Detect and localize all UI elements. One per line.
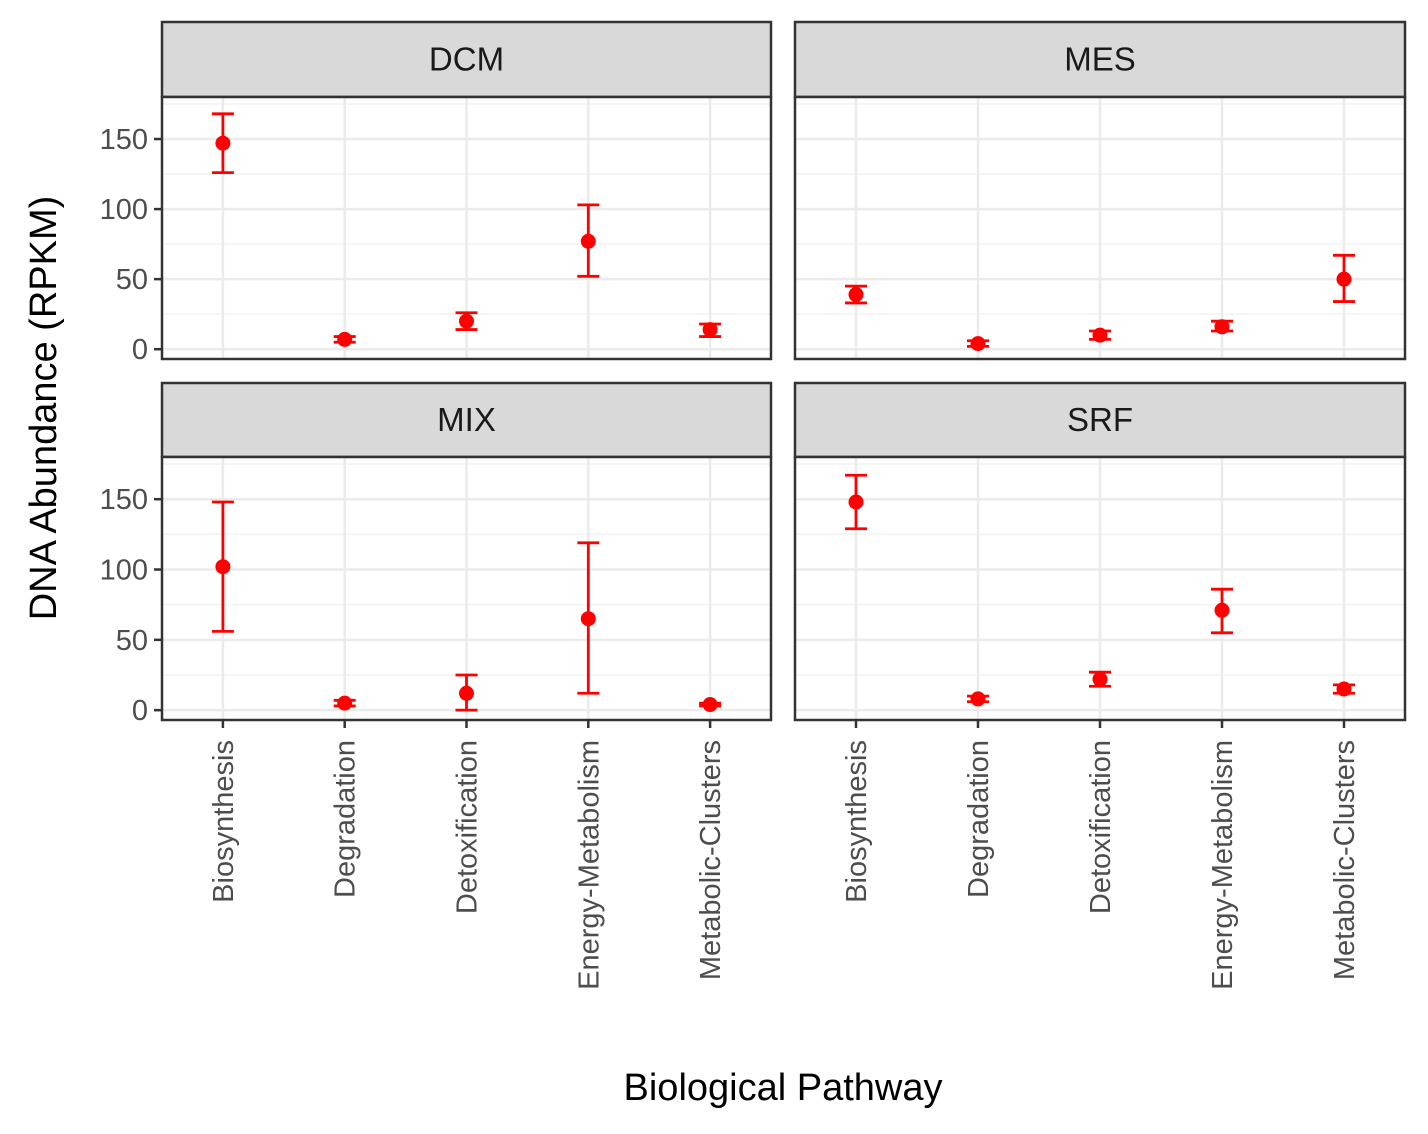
mean-point xyxy=(1336,271,1352,287)
mean-point xyxy=(459,313,474,329)
facet-panels: DCM MES MIX SRF xyxy=(160,20,1407,722)
y-tick-label: 100 xyxy=(100,555,148,587)
mean-point xyxy=(580,611,596,627)
data-point-energy-metabolism xyxy=(577,203,600,278)
y-tick-label: 0 xyxy=(132,695,148,727)
x-tick-label: Biosynthesis xyxy=(208,740,240,903)
data-point-degradation xyxy=(333,331,356,347)
mean-point xyxy=(337,331,353,347)
y-tick-label: 50 xyxy=(116,625,148,657)
data-point-detoxification xyxy=(1089,670,1111,688)
data-point-biosynthesis xyxy=(211,112,234,175)
data-point-detoxification xyxy=(455,673,478,712)
x-tick-label: Metabolic-Clusters xyxy=(695,740,727,980)
data-point-biosynthesis xyxy=(845,473,867,531)
facet-panel-dcm: DCM xyxy=(160,20,773,361)
x-tick-label: Metabolic-Clusters xyxy=(1329,740,1361,980)
y-tick-label: 50 xyxy=(116,264,148,296)
data-point-degradation xyxy=(333,695,356,711)
mean-point xyxy=(1092,327,1108,343)
mean-point xyxy=(580,233,596,249)
mean-point xyxy=(1214,319,1230,335)
data-point-metabolic-clusters xyxy=(1333,681,1355,697)
facet-strip-label: DCM xyxy=(429,41,504,78)
data-point-metabolic-clusters xyxy=(699,697,722,713)
y-tick-label: 150 xyxy=(100,484,148,516)
y-tick-label: 150 xyxy=(100,124,148,156)
x-tick-label: Degradation xyxy=(963,740,995,898)
mean-point xyxy=(702,322,718,338)
x-tick-label: Degradation xyxy=(330,740,362,898)
data-point-detoxification xyxy=(455,311,478,331)
mean-point xyxy=(215,559,231,575)
x-tick-label: Energy-Metabolism xyxy=(1207,740,1239,990)
data-point-energy-metabolism xyxy=(1211,587,1233,635)
panel-border xyxy=(793,95,1407,361)
facet-strip-label: SRF xyxy=(1067,401,1133,438)
data-point-detoxification xyxy=(1089,327,1111,343)
data-point-energy-metabolism xyxy=(577,541,600,695)
x-tick-label: Detoxification xyxy=(452,740,484,914)
facet-panel-srf: SRF xyxy=(793,381,1407,722)
x-axis-title: Biological Pathway xyxy=(624,1067,943,1109)
mean-point xyxy=(1336,681,1352,697)
facet-panel-mix: MIX xyxy=(160,381,773,722)
mean-point xyxy=(702,697,718,713)
facet-strip xyxy=(793,381,1407,459)
data-point-biosynthesis xyxy=(211,500,234,633)
mean-point xyxy=(848,287,864,303)
facet-strip-label: MES xyxy=(1064,41,1136,78)
data-point-biosynthesis xyxy=(845,284,867,305)
y-axis-title: DNA Abundance (RPKM) xyxy=(23,196,65,621)
facet-strip xyxy=(160,381,773,459)
y-tick-label: 0 xyxy=(132,334,148,366)
facet-strip xyxy=(160,20,773,99)
mean-point xyxy=(848,494,864,510)
facet-strip xyxy=(793,20,1407,99)
x-tick-label: Detoxification xyxy=(1085,740,1117,914)
y-axis: 0 50 100 150 0 50 100 150 xyxy=(100,124,162,727)
y-tick-label: 100 xyxy=(100,194,148,226)
facet-strip-label: MIX xyxy=(437,401,496,438)
x-axis: Biosynthesis Degradation Detoxification Ene… xyxy=(208,720,1361,990)
panel-border xyxy=(160,95,773,361)
mean-point xyxy=(337,695,353,711)
data-point-metabolic-clusters xyxy=(699,322,722,338)
x-tick-label: Biosynthesis xyxy=(841,740,873,903)
mean-point xyxy=(215,135,231,151)
x-tick-label: Energy-Metabolism xyxy=(573,740,605,990)
data-point-degradation xyxy=(967,691,989,707)
mean-point xyxy=(459,685,474,701)
data-point-metabolic-clusters xyxy=(1333,253,1355,303)
facet-panel-mes: MES xyxy=(793,20,1407,361)
data-point-degradation xyxy=(967,336,989,352)
mean-point xyxy=(1092,671,1108,687)
data-point-energy-metabolism xyxy=(1211,319,1233,335)
mean-point xyxy=(970,691,986,707)
mean-point xyxy=(1214,602,1230,618)
mean-point xyxy=(970,336,986,352)
